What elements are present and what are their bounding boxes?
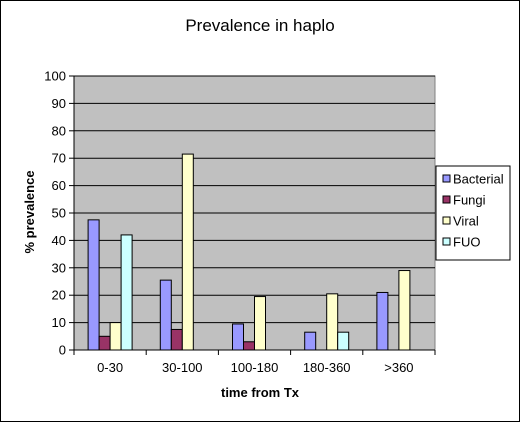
y-tick-label: 90 bbox=[52, 96, 66, 111]
chart-title: Prevalence in haplo bbox=[185, 16, 334, 35]
x-tick-label: 100-180 bbox=[231, 360, 279, 375]
bar-viral-4 bbox=[398, 270, 411, 351]
bar-bacterial-0 bbox=[87, 219, 100, 351]
bar-viral-3 bbox=[326, 293, 339, 351]
bar-fungi-1 bbox=[170, 328, 183, 351]
bar-bacterial-3 bbox=[304, 331, 317, 351]
legend-swatch-fungi bbox=[442, 195, 451, 204]
legend-swatch-fuo bbox=[442, 237, 451, 246]
x-tick-label: >360 bbox=[384, 360, 413, 375]
y-tick-label: 20 bbox=[52, 288, 66, 303]
y-tick-label: 40 bbox=[52, 233, 66, 248]
bar-fungi-0 bbox=[98, 335, 111, 351]
axes: 0 10 20 30 40 50 60 70 80 90 100 0-30 30-100 100-180 1… bbox=[44, 69, 436, 375]
legend: Bacterial Fungi Viral FUO bbox=[435, 165, 511, 261]
y-tick-label: 30 bbox=[52, 260, 66, 275]
x-tick-label: 180-360 bbox=[303, 360, 351, 375]
bar-bacterial-4 bbox=[376, 291, 389, 351]
y-tick-label: 0 bbox=[59, 343, 66, 358]
legend-label-fuo: FUO bbox=[453, 235, 480, 250]
x-tick-label: 0-30 bbox=[97, 360, 123, 375]
x-tick-label: 30-100 bbox=[162, 360, 202, 375]
legend-label-viral: Viral bbox=[453, 214, 479, 229]
legend-label-bacterial: Bacterial bbox=[453, 172, 504, 187]
y-tick-label: 50 bbox=[52, 206, 66, 221]
bar-bacterial-1 bbox=[159, 279, 172, 351]
bar-fuo-0 bbox=[120, 234, 133, 351]
bar-viral-2 bbox=[254, 296, 266, 351]
legend-swatch-bacterial bbox=[442, 174, 451, 183]
gridlines bbox=[74, 75, 435, 324]
bar-fungi-2 bbox=[243, 341, 255, 351]
bar-viral-1 bbox=[181, 153, 194, 351]
y-axis-title: % prevalence bbox=[22, 170, 37, 253]
legend-label-fungi: Fungi bbox=[453, 193, 486, 208]
bar-bacterial-2 bbox=[232, 323, 244, 351]
bar-fuo-3 bbox=[337, 331, 350, 351]
bar-viral-0 bbox=[109, 322, 122, 351]
y-tick-label: 10 bbox=[52, 315, 66, 330]
y-tick-label: 100 bbox=[44, 69, 66, 84]
y-tick-label: 60 bbox=[52, 178, 66, 193]
x-axis-title: time from Tx bbox=[221, 385, 300, 400]
y-tick-label: 70 bbox=[52, 151, 66, 166]
legend-swatch-viral bbox=[442, 216, 451, 225]
y-tick-label: 80 bbox=[52, 123, 66, 138]
bars bbox=[87, 153, 411, 351]
